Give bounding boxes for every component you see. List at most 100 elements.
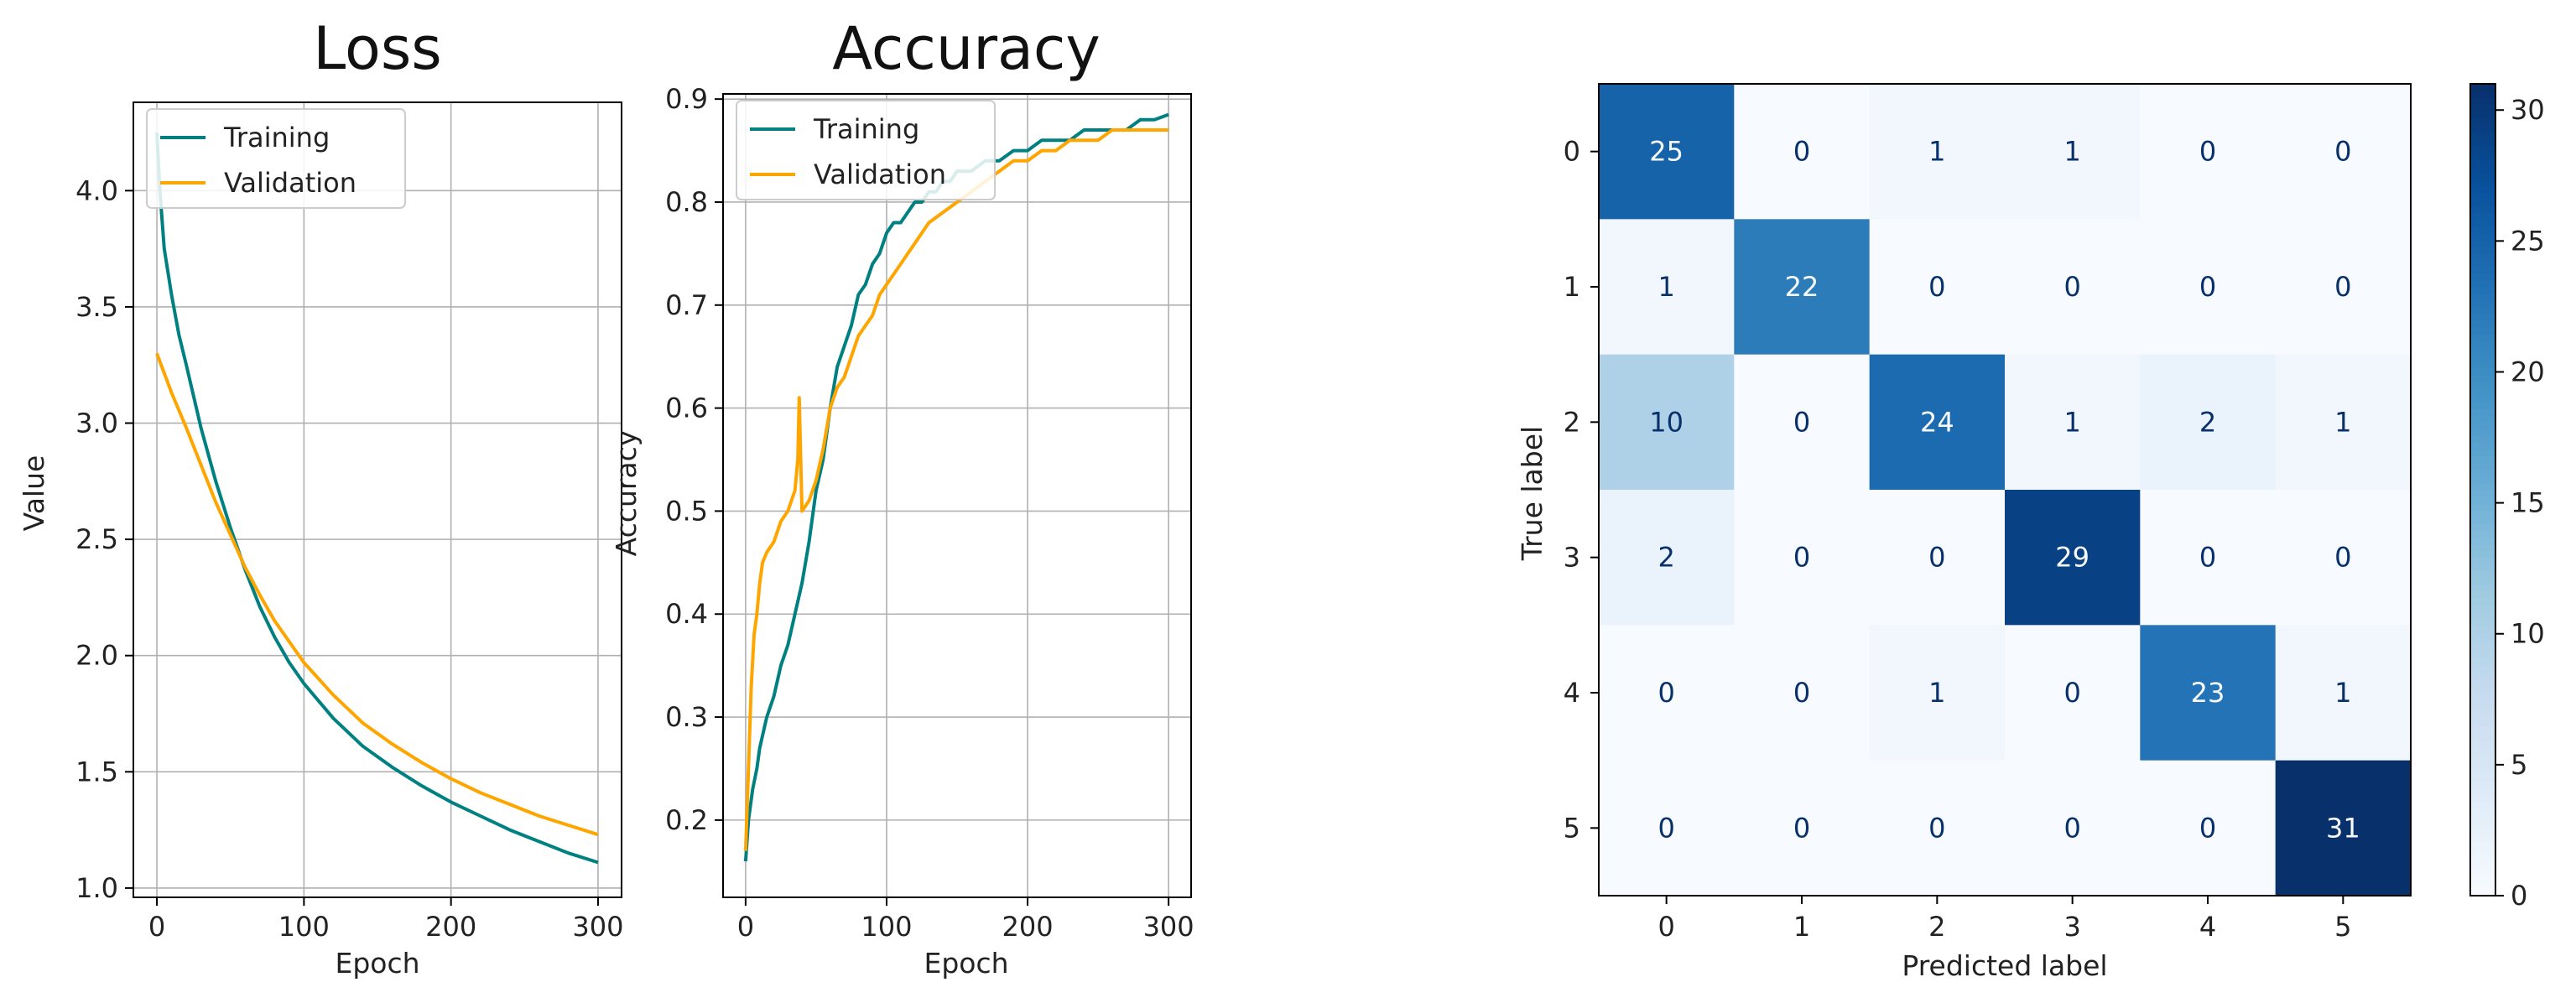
colorbar-segment — [2470, 570, 2495, 579]
colorbar-segment — [2470, 625, 2495, 632]
loss-chart-title: Loss — [313, 14, 442, 83]
loss-series-training-line — [155, 132, 599, 865]
colorbar-tick-label: 5 — [2511, 749, 2527, 781]
loss-x-axis-label: Epoch — [335, 947, 419, 980]
colorbar-segment — [2470, 469, 2495, 477]
cm-cell — [2140, 354, 2277, 491]
cm-y-tick-label: 2 — [1564, 406, 1580, 438]
loss-y-tick-label: 3.0 — [75, 408, 118, 439]
colorbar-segment — [2470, 787, 2495, 795]
colorbar-segment — [2470, 881, 2495, 890]
cm-cell-value: 0 — [1657, 677, 1674, 709]
cm-cell — [2275, 84, 2412, 220]
colorbar-segment — [2470, 91, 2495, 98]
accuracy-y-tick-label: 0.8 — [665, 186, 708, 218]
colorbar-segment — [2470, 652, 2495, 660]
colorbar-segment — [2470, 537, 2495, 545]
cm-cell-value: 0 — [1793, 542, 1810, 574]
colorbar-segment — [2470, 543, 2495, 552]
cm-cell — [1734, 490, 1871, 626]
colorbar-segment — [2470, 307, 2495, 314]
colorbar-tick-label: 10 — [2511, 618, 2545, 650]
colorbar-segment — [2470, 726, 2495, 734]
colorbar-segment — [2470, 740, 2495, 748]
colorbar-segment — [2470, 205, 2495, 213]
colorbar-segment — [2470, 408, 2495, 416]
colorbar-segment — [2470, 252, 2495, 261]
cm-cell-value: 23 — [2191, 677, 2225, 709]
colorbar-segment — [2470, 645, 2495, 653]
cm-cell — [1869, 219, 2006, 356]
loss-series-validation-line — [155, 352, 599, 837]
colorbar-segment — [2470, 868, 2495, 876]
cm-cell-value: 22 — [1785, 271, 1819, 303]
colorbar-segment — [2470, 517, 2495, 524]
colorbar-segment — [2470, 84, 2495, 91]
colorbar-segment — [2470, 658, 2495, 667]
colorbar-segment — [2470, 605, 2495, 612]
colorbar-segment — [2470, 767, 2495, 775]
cm-cell-value: 31 — [2326, 812, 2360, 844]
cm-cell — [1599, 354, 1735, 491]
cm-cell — [1599, 219, 1735, 356]
cm-cell-value: 1 — [1928, 136, 1945, 168]
colorbar-segment — [2470, 490, 2495, 497]
colorbar-segment — [2470, 476, 2495, 484]
colorbar-segment — [2470, 841, 2495, 850]
cm-cell-value: 1 — [1657, 271, 1674, 303]
loss-y-axis-label: Value — [18, 455, 50, 532]
colorbar-segment — [2470, 706, 2495, 714]
accuracy-chart: Accuracy Epoch Accuracy 0 100 200 300 0.2 0.3… — [610, 14, 1194, 980]
colorbar-segment — [2470, 273, 2495, 281]
cm-cell — [1869, 354, 2006, 491]
colorbar-segment — [2470, 164, 2495, 173]
colorbar-segment — [2470, 794, 2495, 802]
colorbar-tick-label: 20 — [2511, 356, 2545, 387]
cm-cell-value: 0 — [2063, 812, 2080, 844]
cm-cell-value: 0 — [2334, 271, 2351, 303]
cm-cell — [2005, 84, 2141, 220]
cm-cell-value: 0 — [1928, 271, 1945, 303]
colorbar-segment — [2470, 294, 2495, 301]
accuracy-x-tick-label: 300 — [1143, 911, 1194, 943]
colorbar-segment — [2470, 733, 2495, 741]
cm-cell-value: 0 — [1793, 136, 1810, 168]
colorbar-segment — [2470, 300, 2495, 308]
loss-y-tick-label: 3.5 — [75, 291, 118, 323]
colorbar-segment — [2470, 678, 2495, 687]
loss-y-tick-label: 1.0 — [75, 872, 118, 904]
colorbar-segment — [2470, 591, 2495, 599]
colorbar-segment — [2470, 320, 2495, 328]
cm-cell — [1734, 219, 1871, 356]
colorbar-segment — [2470, 327, 2495, 335]
cm-cell-value: 0 — [2063, 677, 2080, 709]
cm-cell-value: 1 — [2063, 136, 2080, 168]
colorbar-segment — [2470, 361, 2495, 369]
cm-cell-value: 0 — [1793, 406, 1810, 438]
colorbar-segment — [2470, 699, 2495, 707]
loss-x-tick-label: 300 — [572, 911, 623, 943]
loss-plot-frame — [133, 101, 622, 898]
cm-cell-value: 0 — [2063, 271, 2080, 303]
cm-cell-value: 2 — [2199, 406, 2216, 438]
cm-cell-value: 0 — [1928, 542, 1945, 574]
cm-cell-value: 0 — [2334, 542, 2351, 574]
colorbar-segment — [2470, 665, 2495, 673]
cm-cell — [1869, 490, 2006, 626]
cm-cell-value: 0 — [1928, 812, 1945, 844]
accuracy-y-tick-label: 0.5 — [665, 495, 708, 527]
loss-y-tick-label: 2.5 — [75, 523, 118, 555]
colorbar-segment — [2470, 334, 2495, 342]
colorbar-segment — [2470, 151, 2495, 159]
cm-cell — [1869, 84, 2006, 220]
cm-cell-value: 0 — [2199, 136, 2216, 168]
cm-cell — [1599, 625, 1735, 761]
accuracy-legend-label-training: Training — [813, 113, 919, 145]
loss-y-tick-label: 4.0 — [75, 174, 118, 206]
colorbar-frame — [2469, 83, 2496, 896]
colorbar-segment — [2470, 287, 2495, 294]
cm-cell — [2275, 625, 2412, 761]
colorbar-segment — [2470, 259, 2495, 268]
colorbar-segment — [2470, 171, 2495, 179]
